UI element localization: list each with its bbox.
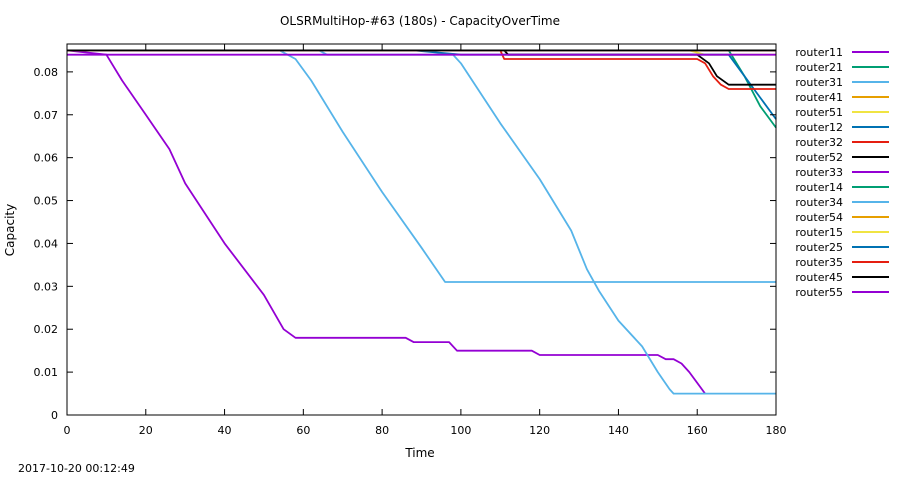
legend-label-router14: router14: [795, 181, 843, 194]
x-tick-label: 60: [296, 424, 310, 437]
legend-label-router21: router21: [795, 61, 843, 74]
x-axis-label: Time: [404, 446, 434, 460]
legend-label-router45: router45: [795, 271, 843, 284]
series-line-router31: [67, 49, 776, 283]
y-tick-label: 0.06: [34, 152, 59, 165]
x-tick-label: 100: [450, 424, 471, 437]
y-axis-label: Capacity: [3, 204, 17, 256]
legend-label-router52: router52: [795, 151, 843, 164]
legend: router11 router21 router31 router41 router51…: [795, 46, 889, 299]
legend-label-router55: router55: [795, 286, 843, 299]
y-tick-label: 0.07: [34, 109, 59, 122]
x-tick-label: 0: [64, 424, 71, 437]
x-tick-label: 20: [139, 424, 153, 437]
series-line-router12: [67, 49, 777, 120]
y-tick-label: 0.03: [34, 280, 59, 293]
y-tick-label: 0.02: [34, 323, 59, 336]
y-tick-label: 0: [51, 409, 58, 422]
legend-label-router11: router11: [795, 46, 843, 59]
chart-title: OLSRMultiHop-#63 (180s) - CapacityOverTi…: [280, 14, 560, 28]
legend-label-router34: router34: [795, 196, 843, 209]
x-tick-label: 40: [218, 424, 232, 437]
y-tick-label: 0.05: [34, 195, 59, 208]
y-tick-label: 0.04: [34, 237, 59, 250]
series-layer: [66, 49, 777, 395]
series-line-router33: [66, 49, 706, 395]
legend-label-router51: router51: [795, 106, 843, 119]
legend-label-router41: router41: [795, 91, 843, 104]
plot-frame: [66, 43, 777, 416]
legend-label-router32: router32: [795, 136, 843, 149]
legend-label-router31: router31: [795, 76, 843, 89]
x-tick-label: 80: [375, 424, 389, 437]
timestamp: 2017-10-20 00:12:49: [18, 462, 135, 475]
legend-label-router54: router54: [795, 211, 843, 224]
series-line-router21: [67, 49, 777, 129]
x-tick-label: 120: [529, 424, 550, 437]
legend-label-router33: router33: [795, 166, 843, 179]
legend-label-router25: router25: [795, 241, 843, 254]
axis-layer: 0 20 40 60 80 100 120 140 160 180 0 0.01 0.02 0.03 0.0…: [34, 44, 787, 437]
x-tick-label: 160: [687, 424, 708, 437]
x-tick-label: 180: [766, 424, 787, 437]
legend-label-router35: router35: [795, 256, 843, 269]
legend-label-router15: router15: [795, 226, 843, 239]
x-tick-label: 140: [608, 424, 629, 437]
y-tick-label: 0.01: [34, 366, 59, 379]
series-line-router32: [67, 49, 776, 90]
y-tick-label: 0.08: [34, 66, 59, 79]
legend-label-router12: router12: [795, 121, 843, 134]
